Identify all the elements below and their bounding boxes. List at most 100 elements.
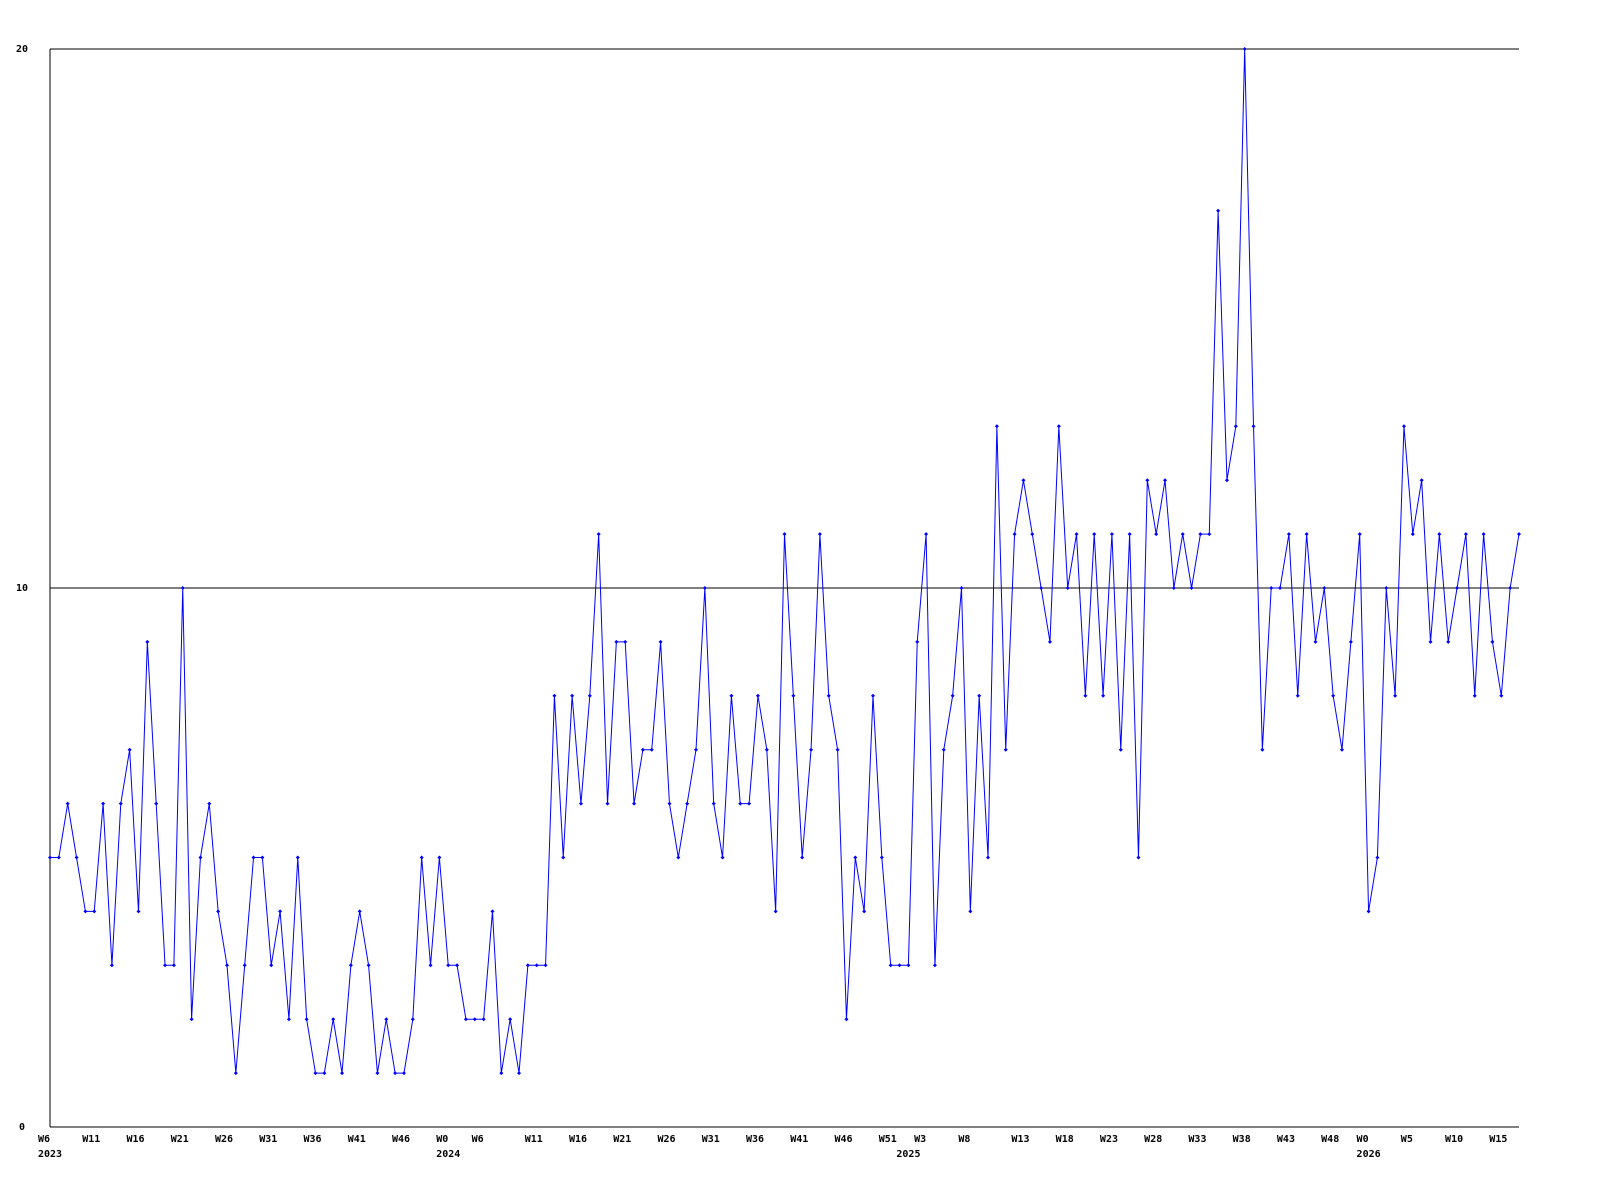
data-point xyxy=(605,801,610,806)
data-point xyxy=(1145,478,1150,483)
data-point xyxy=(463,1017,468,1022)
data-point xyxy=(242,963,247,968)
x-tick-label: W3 xyxy=(914,1134,926,1145)
data-point xyxy=(286,1017,291,1022)
data-point xyxy=(340,1071,345,1076)
x-tick-label: W0 xyxy=(436,1134,448,1145)
data-point xyxy=(1481,532,1486,537)
data-point xyxy=(667,801,672,806)
data-point xyxy=(393,1071,398,1076)
data-point xyxy=(835,747,840,752)
data-point xyxy=(870,693,875,698)
data-point xyxy=(1357,532,1362,537)
data-point xyxy=(1437,532,1442,537)
data-point xyxy=(1198,532,1203,537)
x-tick-label: W11 xyxy=(525,1134,543,1145)
data-point xyxy=(1313,639,1318,644)
data-point xyxy=(136,909,141,914)
data-point xyxy=(304,1017,309,1022)
data-point xyxy=(1189,586,1194,590)
data-point xyxy=(251,855,256,860)
data-point xyxy=(1384,586,1389,590)
data-point xyxy=(1163,478,1168,483)
x-tick-label: W21 xyxy=(171,1134,189,1145)
data-point xyxy=(694,747,699,752)
data-point xyxy=(1269,586,1274,590)
data-point xyxy=(490,909,495,914)
data-point xyxy=(888,963,893,968)
data-point xyxy=(1233,424,1238,429)
data-point xyxy=(729,693,734,698)
data-point xyxy=(578,801,583,806)
data-point xyxy=(48,855,52,860)
data-point xyxy=(1101,693,1106,698)
data-point xyxy=(401,1071,406,1076)
data-line xyxy=(50,48,1520,1074)
data-point xyxy=(472,1017,477,1022)
x-tick-label: W18 xyxy=(1056,1134,1074,1145)
data-point xyxy=(879,855,884,860)
data-point xyxy=(534,963,539,968)
data-point xyxy=(269,963,274,968)
data-point xyxy=(1224,478,1229,483)
data-point xyxy=(278,909,283,914)
data-point xyxy=(1180,532,1185,537)
data-point xyxy=(552,693,557,698)
data-point xyxy=(1171,586,1176,590)
data-point xyxy=(570,693,575,698)
data-point xyxy=(994,424,999,429)
data-point xyxy=(1455,586,1460,590)
data-point xyxy=(198,855,203,860)
data-point xyxy=(950,693,955,698)
data-point xyxy=(773,909,778,914)
data-point xyxy=(1136,855,1141,860)
data-point xyxy=(915,639,920,644)
x-tick-label: W10 xyxy=(1445,1134,1463,1145)
data-point xyxy=(207,801,212,806)
data-point xyxy=(941,747,946,752)
data-point xyxy=(1366,909,1371,914)
x-tick-label: W51 xyxy=(879,1134,897,1145)
x-tick-label: W36 xyxy=(746,1134,764,1145)
x-tick-label: W26 xyxy=(215,1134,233,1145)
data-point xyxy=(561,855,566,860)
data-point xyxy=(800,855,805,860)
data-point xyxy=(499,1071,504,1076)
data-point xyxy=(862,909,867,914)
data-point xyxy=(180,586,185,590)
data-point xyxy=(897,963,902,968)
data-point xyxy=(587,693,592,698)
x-year-label: 2023 xyxy=(38,1149,62,1160)
data-point xyxy=(1499,693,1504,698)
x-tick-label: W46 xyxy=(834,1134,852,1145)
data-point xyxy=(676,855,681,860)
data-point xyxy=(171,963,176,968)
data-point xyxy=(649,747,654,752)
x-tick-label: W41 xyxy=(790,1134,808,1145)
data-point xyxy=(1286,532,1291,537)
x-tick-label: W8 xyxy=(958,1134,970,1145)
data-point xyxy=(826,693,831,698)
data-point xyxy=(543,963,548,968)
data-point xyxy=(853,855,858,860)
data-point xyxy=(1401,424,1406,429)
data-point xyxy=(357,909,362,914)
data-point xyxy=(163,963,168,968)
data-point xyxy=(437,855,442,860)
y-tick-label: 20 xyxy=(16,44,28,55)
data-point xyxy=(455,963,460,968)
data-point xyxy=(224,963,229,968)
data-point xyxy=(1375,855,1380,860)
data-point xyxy=(1419,478,1424,483)
data-point xyxy=(968,909,973,914)
x-year-label: 2025 xyxy=(896,1149,920,1160)
data-point xyxy=(986,855,991,860)
data-point xyxy=(145,639,150,644)
data-point xyxy=(720,855,725,860)
x-year-label: 2026 xyxy=(1357,1149,1381,1160)
data-point xyxy=(1154,532,1159,537)
data-point xyxy=(844,1017,849,1022)
data-point xyxy=(154,801,159,806)
data-point xyxy=(924,532,929,537)
